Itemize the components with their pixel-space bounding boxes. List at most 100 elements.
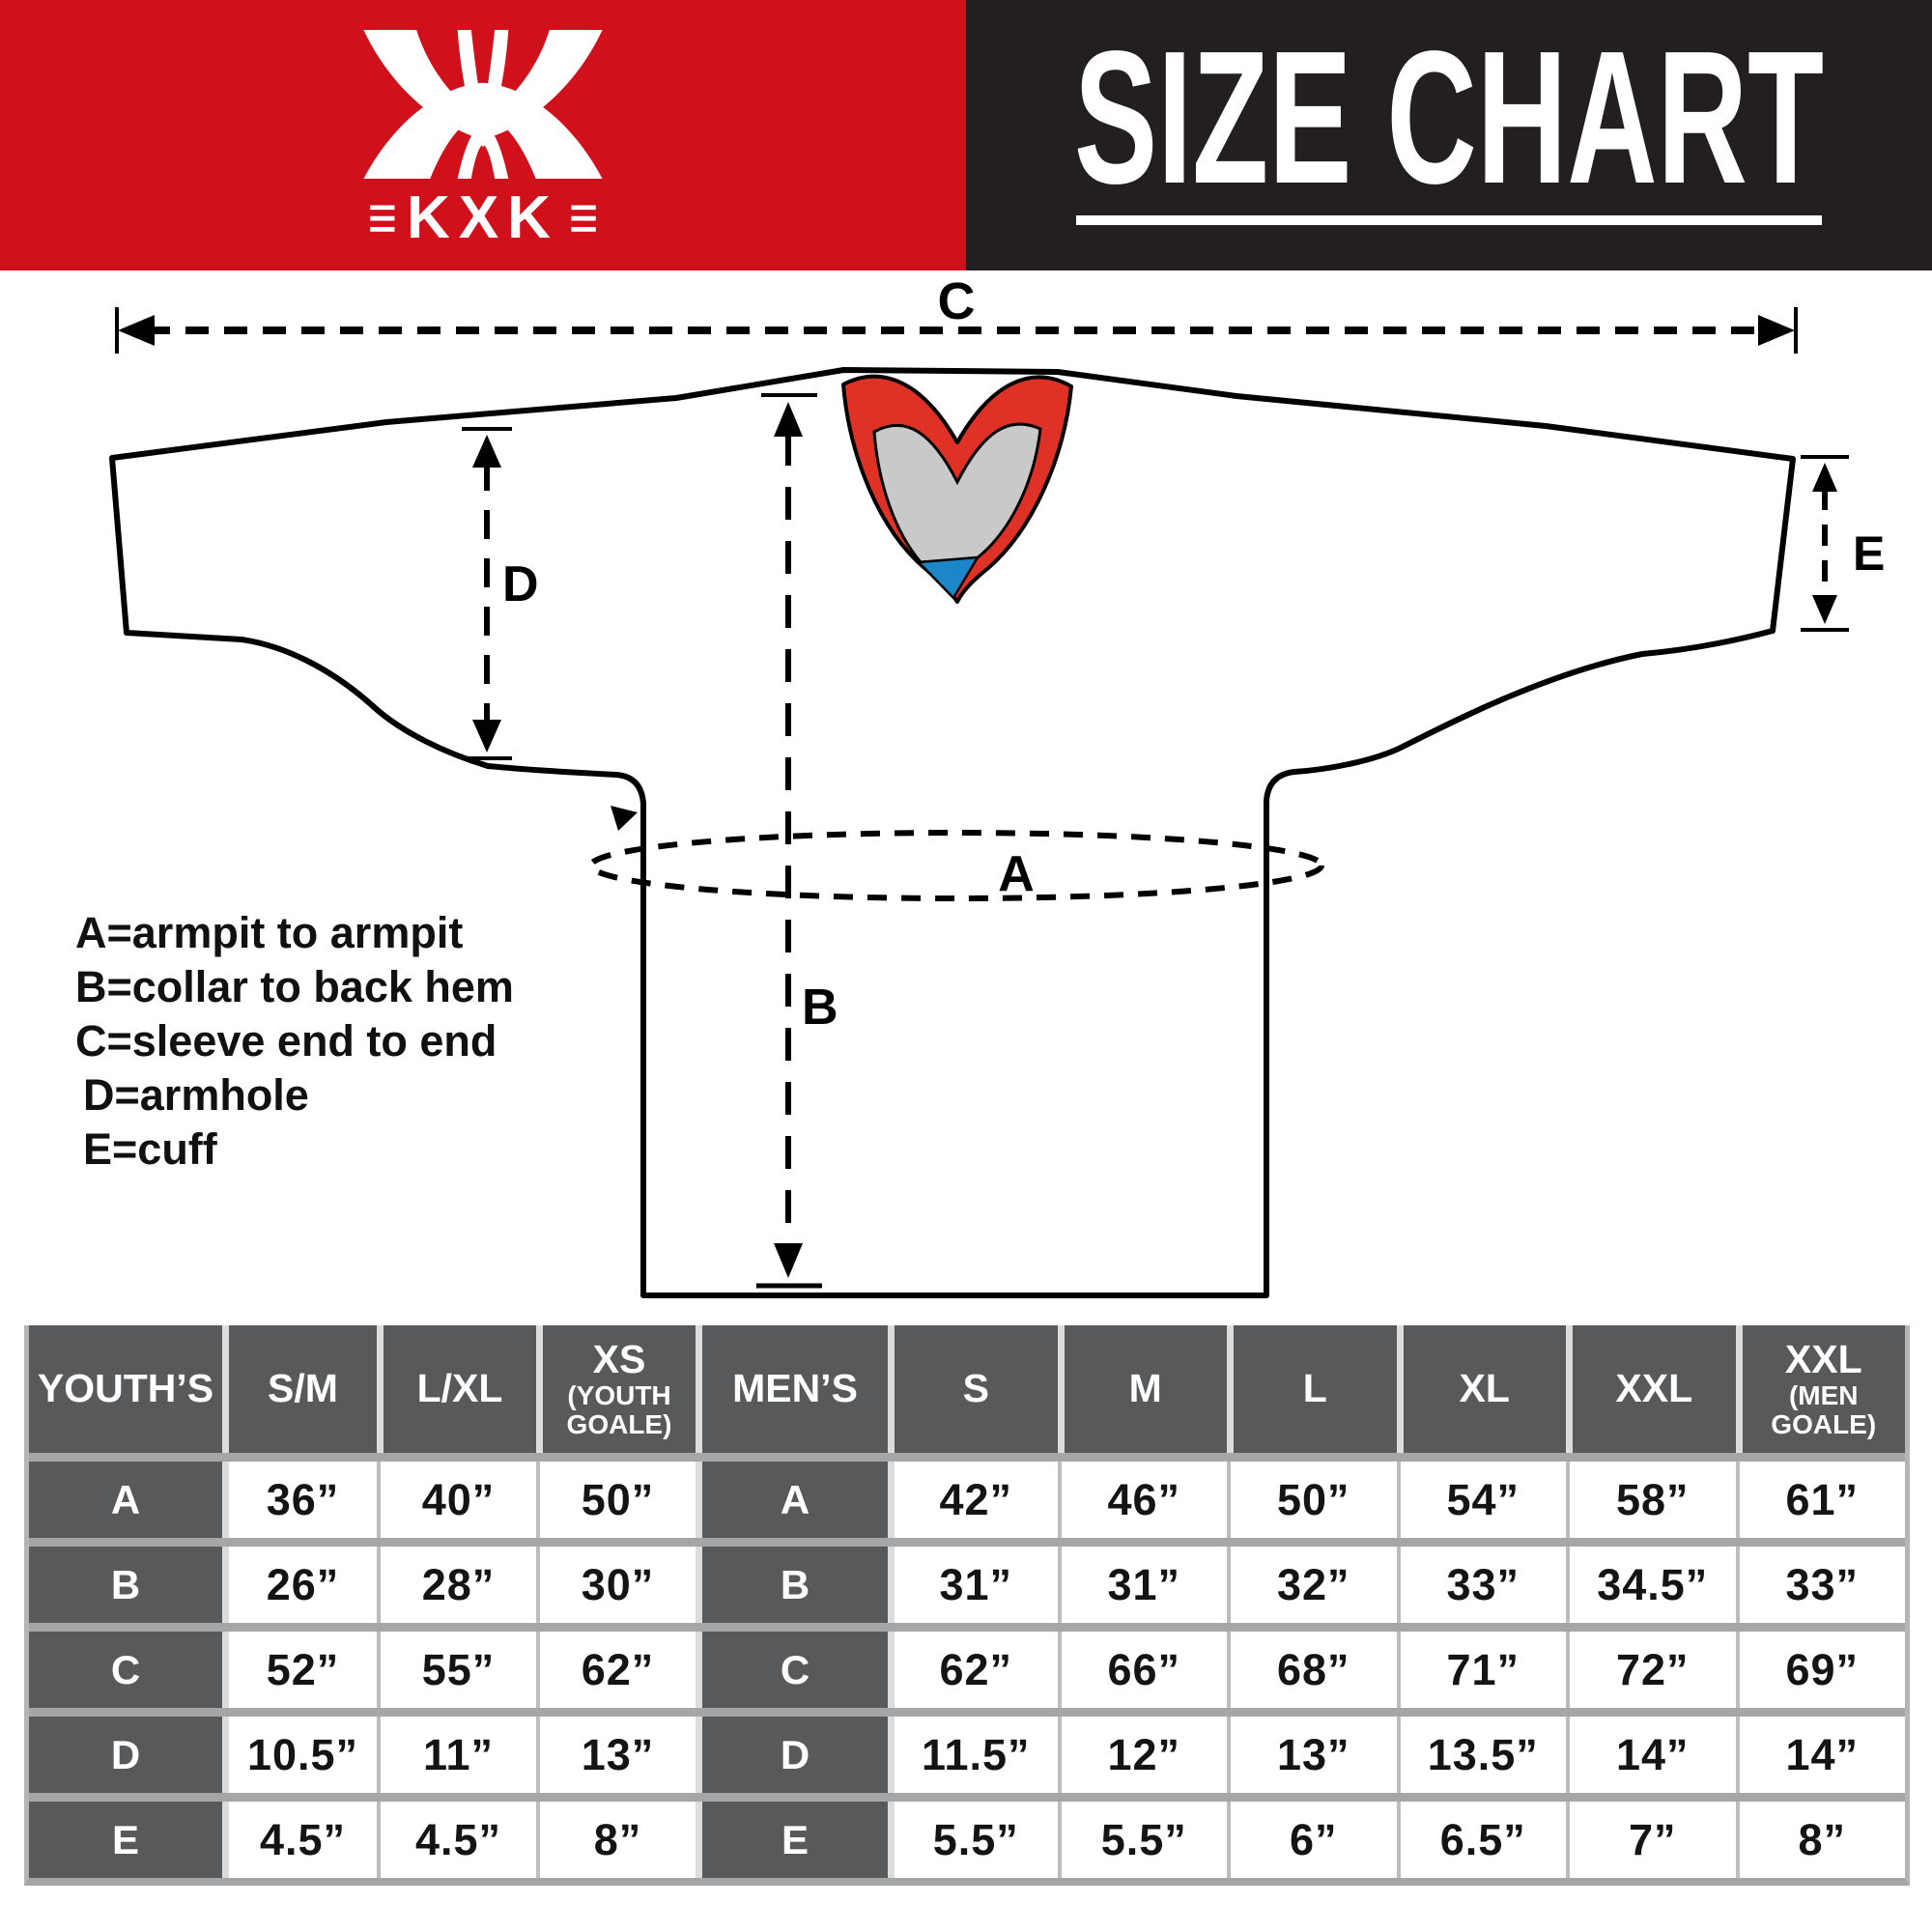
measurement-legend: A=armpit to armpit B=collar to back hem … <box>75 906 514 1177</box>
table-column-header: S/M <box>222 1325 377 1453</box>
size-value-cell: 34.5” <box>1566 1547 1736 1623</box>
size-value-cell: 6” <box>1227 1802 1397 1878</box>
legend-line-b: B=collar to back hem <box>75 962 514 1011</box>
measure-C-arrow <box>115 307 1798 354</box>
triple-bar-right-icon: ≡ <box>568 183 599 254</box>
row-label: A <box>696 1462 888 1538</box>
table-column-header: L <box>1227 1325 1397 1453</box>
row-separator <box>29 1708 1905 1717</box>
page-header: ≡ KXK ≡ SIZE CHART <box>0 0 1932 270</box>
measure-B-arrow <box>756 393 822 1289</box>
collar-inner-back <box>872 422 1042 564</box>
table-row: D 10.5” 11” 13” D 11.5” 12” 13” 13.5” 14” 14” <box>29 1717 1905 1793</box>
row-label: D <box>696 1717 888 1793</box>
size-value-cell: 68” <box>1227 1632 1397 1708</box>
collar-insert-blue <box>916 555 980 601</box>
size-value-cell: 4.5” <box>377 1802 536 1878</box>
size-value-cell: 14” <box>1566 1717 1736 1793</box>
table-row: A 36” 40” 50” A 42” 46” 50” 54” 58” 61” <box>29 1462 1905 1538</box>
size-value-cell: 12” <box>1057 1717 1227 1793</box>
size-table: YOUTH’S S/M L/XL XS (YOUTH GOALE) MEN’S S M L XL X… <box>24 1325 1910 1886</box>
size-value-cell: 8” <box>1735 1802 1905 1878</box>
page-title: SIZE CHART <box>1073 12 1825 223</box>
row-separator <box>29 1793 1905 1802</box>
size-value-cell: 50” <box>536 1462 696 1538</box>
measure-D-arrow <box>462 427 512 760</box>
measure-D-label: D <box>502 556 539 612</box>
table-row: C 52” 55” 62” C 62” 66” 68” 71” 72” 69” <box>29 1632 1905 1708</box>
kxk-x-mark-icon <box>363 30 603 179</box>
size-value-cell: 10.5” <box>222 1717 377 1793</box>
row-label: B <box>29 1547 222 1623</box>
table-section-header: MEN’S <box>696 1325 888 1453</box>
size-value-cell: 11.5” <box>888 1717 1058 1793</box>
title-panel: SIZE CHART <box>966 0 1932 270</box>
size-value-cell: 42” <box>888 1462 1058 1538</box>
size-value-cell: 6.5” <box>1396 1802 1566 1878</box>
table-row: B 26” 28” 30” B 31” 31” 32” 33” 34.5” 33” <box>29 1547 1905 1623</box>
size-value-cell: 14” <box>1735 1717 1905 1793</box>
size-value-cell: 31” <box>1057 1547 1227 1623</box>
size-value-cell: 5.5” <box>1057 1802 1227 1878</box>
size-value-cell: 13” <box>536 1717 696 1793</box>
title-underline <box>1076 215 1822 225</box>
measure-A-label: A <box>998 846 1035 902</box>
table-column-header: S <box>888 1325 1058 1453</box>
table-header-row: YOUTH’S S/M L/XL XS (YOUTH GOALE) MEN’S S M L XL X… <box>29 1325 1905 1453</box>
row-label: E <box>696 1802 888 1878</box>
size-value-cell: 5.5” <box>888 1802 1058 1878</box>
size-value-cell: 13” <box>1227 1717 1397 1793</box>
row-label: D <box>29 1717 222 1793</box>
measure-A-arrow <box>588 806 1324 901</box>
table-column-header: XXL <box>1566 1325 1736 1453</box>
size-value-cell: 72” <box>1566 1632 1736 1708</box>
size-value-cell: 8” <box>536 1802 696 1878</box>
table-column-header: M <box>1057 1325 1227 1453</box>
size-value-cell: 62” <box>536 1632 696 1708</box>
row-label: B <box>696 1547 888 1623</box>
size-value-cell: 50” <box>1227 1462 1397 1538</box>
table-column-header: XS (YOUTH GOALE) <box>536 1325 696 1453</box>
size-value-cell: 40” <box>377 1462 536 1538</box>
row-label: E <box>29 1802 222 1878</box>
collar-outer <box>841 374 1073 604</box>
size-value-cell: 36” <box>222 1462 377 1538</box>
size-value-cell: 11” <box>377 1717 536 1793</box>
row-separator <box>29 1538 1905 1547</box>
size-value-cell: 13.5” <box>1396 1717 1566 1793</box>
row-label: C <box>29 1632 222 1708</box>
row-separator <box>29 1453 1905 1462</box>
size-value-cell: 33” <box>1396 1547 1566 1623</box>
table-column-header: XXL (MEN GOALE) <box>1735 1325 1905 1453</box>
size-value-cell: 55” <box>377 1632 536 1708</box>
size-value-cell: 71” <box>1396 1632 1566 1708</box>
brand-panel: ≡ KXK ≡ <box>0 0 966 270</box>
legend-line-e: E=cuff <box>83 1124 217 1174</box>
size-value-cell: 33” <box>1735 1547 1905 1623</box>
table-section-header: YOUTH’S <box>29 1325 222 1453</box>
size-value-cell: 58” <box>1566 1462 1736 1538</box>
size-value-cell: 31” <box>888 1547 1058 1623</box>
measure-E-arrow <box>1801 455 1849 632</box>
row-separator <box>29 1623 1905 1632</box>
table-column-header: XL <box>1396 1325 1566 1453</box>
row-label: A <box>29 1462 222 1538</box>
measure-C-label: C <box>938 272 976 330</box>
kxk-logo: ≡ KXK ≡ <box>361 28 605 254</box>
size-value-cell: 69” <box>1735 1632 1905 1708</box>
size-value-cell: 54” <box>1396 1462 1566 1538</box>
legend-line-c: C=sleeve end to end <box>75 1016 497 1065</box>
measure-B-label: B <box>802 980 838 1036</box>
legend-line-a: A=armpit to armpit <box>75 908 464 957</box>
table-row: E 4.5” 4.5” 8” E 5.5” 5.5” 6” 6.5” 7” 8” <box>29 1802 1905 1878</box>
brand-name: KXK <box>407 185 559 251</box>
size-value-cell: 4.5” <box>222 1802 377 1878</box>
measure-E-label: E <box>1853 526 1885 581</box>
size-value-cell: 61” <box>1735 1462 1905 1538</box>
size-value-cell: 32” <box>1227 1547 1397 1623</box>
size-value-cell: 66” <box>1057 1632 1227 1708</box>
size-value-cell: 46” <box>1057 1462 1227 1538</box>
row-label: C <box>696 1632 888 1708</box>
table-column-header: L/XL <box>377 1325 536 1453</box>
